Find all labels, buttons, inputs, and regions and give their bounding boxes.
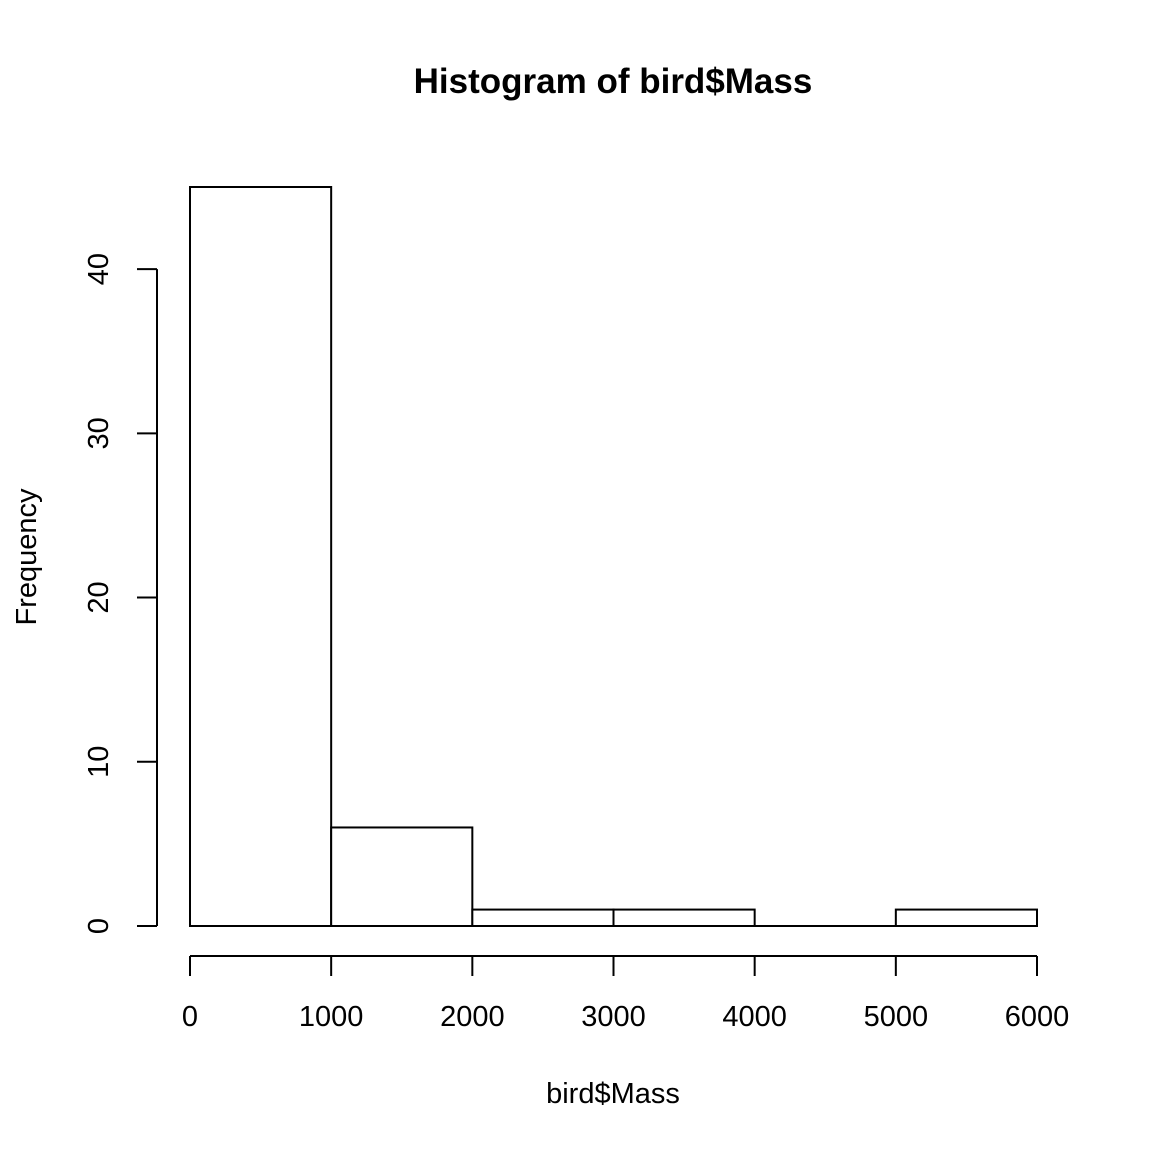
x-tick-label: 6000 <box>1005 1001 1070 1033</box>
histogram-bar-5 <box>894 908 1038 927</box>
x-tick-label: 5000 <box>864 1001 929 1033</box>
histogram-bar-3 <box>612 908 756 927</box>
chart-title: Histogram of bird$Mass <box>414 62 813 101</box>
x-axis: 0 1000 2000 3000 4000 5000 6000 <box>182 955 1070 1033</box>
x-tick-label: 3000 <box>581 1001 646 1033</box>
y-tick-label: 30 <box>83 417 115 449</box>
x-tick-label: 4000 <box>722 1001 787 1033</box>
histogram-bar-0 <box>189 186 333 927</box>
y-tick-label: 10 <box>83 746 115 778</box>
bars-group <box>189 186 1038 928</box>
histogram-bar-1 <box>330 826 474 928</box>
histogram-bar-2 <box>471 908 615 927</box>
y-axis: 0 10 20 30 40 <box>83 253 158 934</box>
y-axis-label: Frequency <box>11 488 43 626</box>
y-tick-label: 40 <box>83 253 115 285</box>
x-tick-label: 2000 <box>440 1001 505 1033</box>
x-tick-label: 1000 <box>299 1001 364 1033</box>
x-axis-label: bird$Mass <box>546 1078 680 1110</box>
y-tick-label: 0 <box>83 918 115 934</box>
x-tick-label: 0 <box>182 1001 198 1033</box>
y-tick-label: 20 <box>83 581 115 613</box>
